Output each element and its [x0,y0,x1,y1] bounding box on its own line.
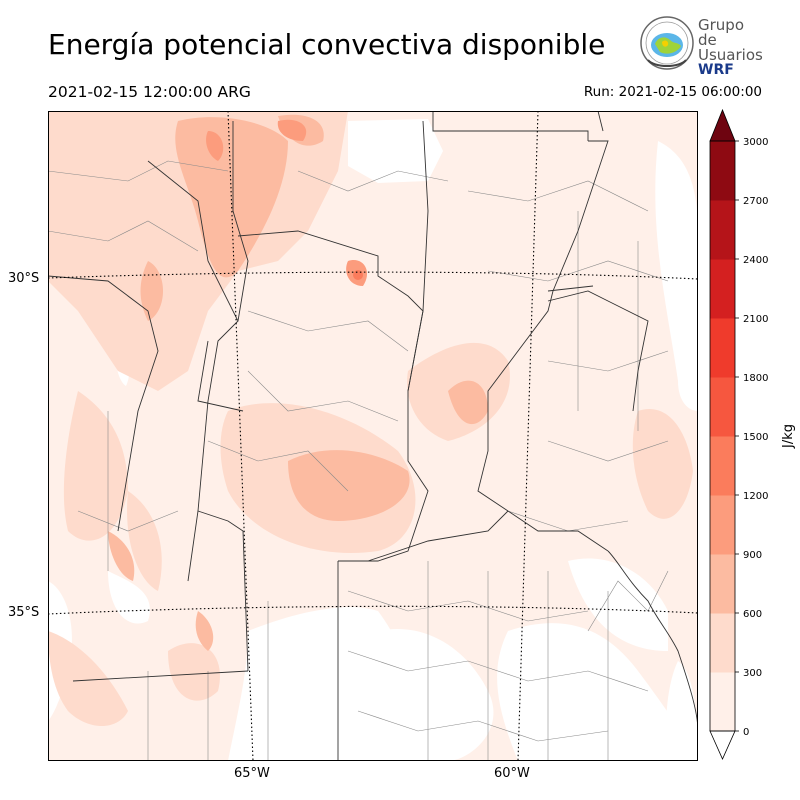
colorbar-min-extension [709,730,736,760]
colorbar-tick-label: 2100 [743,314,768,325]
cape-600-900-areas [108,114,488,651]
colorbar-segment [710,141,735,201]
cape-map [48,111,698,761]
globe-icon [640,16,694,70]
logo-line-2: Usuarios [698,46,763,64]
colorbar-segment [710,613,735,673]
no-cape-areas [48,119,698,761]
colorbar-segment [710,259,735,319]
logo-text: Grupo de Usuarios WRF [698,18,763,78]
colorbar-segment [710,554,735,614]
colorbar-tick-label: 0 [743,727,749,738]
grupo-usuarios-wrf-logo: Grupo de Usuarios WRF [638,14,763,78]
department-boundaries [48,160,669,761]
lon-label-60w: 60°W [494,766,530,781]
colorbar-tick-label: 600 [743,609,762,620]
graticule [48,111,698,761]
colorbar-segment [710,318,735,378]
lat-label-30s: 30°S [8,271,40,286]
colorbar-tick-label: 1200 [743,491,768,502]
colorbar-segment [710,672,735,732]
lat-label-35s: 35°S [8,605,40,620]
colorbar-segment [710,200,735,260]
colorbar-segment [710,436,735,496]
colorbar-tick-label: 3000 [743,137,768,148]
valid-time: 2021-02-15 12:00:00 ARG [48,83,251,101]
colorbar-tick-label: 900 [743,550,762,561]
colorbar-tick-label: 2700 [743,196,768,207]
colorbar-segment [710,377,735,437]
colorbar-max-extension [709,108,736,142]
colorbar-tick-label: 2400 [743,255,768,266]
colorbar-unit-label: J/kg [781,424,796,449]
colorbar-segment [710,495,735,555]
province-boundaries [48,111,649,761]
logo-line-3: WRF [698,62,734,78]
map-frame [48,111,698,761]
map-title: Energía potencial convectiva disponible [48,28,606,61]
colorbar-tick-label: 1500 [743,432,768,443]
cape-1200-1500-areas [353,270,363,280]
lon-label-65w: 65°W [234,766,270,781]
colorbar-tick-label: 300 [743,668,762,679]
colorbar: 0 300 600 900 1200 1500 1800 2100 2400 2700 3000 J/… [709,108,796,760]
colorbar-tick-label: 1800 [743,373,768,384]
run-time: Run: 2021-02-15 06:00:00 [583,84,762,100]
logo-line-1: Grupo de [698,16,744,49]
rio-de-la-plata-coast [607,550,698,732]
